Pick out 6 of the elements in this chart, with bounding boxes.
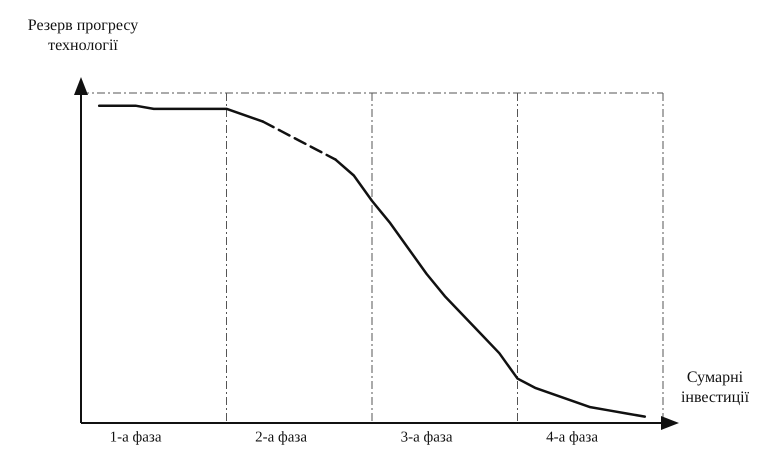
y-axis-title: Резерв прогресу технології [26,16,140,56]
x-tick-label: 4-а фаза [546,430,598,446]
x-tick-label: 2-а фаза [255,430,308,446]
x-tick-label: 1-а фаза [110,430,162,446]
x-axis-title: Сумарні інвестиції [680,368,750,408]
x-tick-label: 3-а фаза [400,430,453,446]
